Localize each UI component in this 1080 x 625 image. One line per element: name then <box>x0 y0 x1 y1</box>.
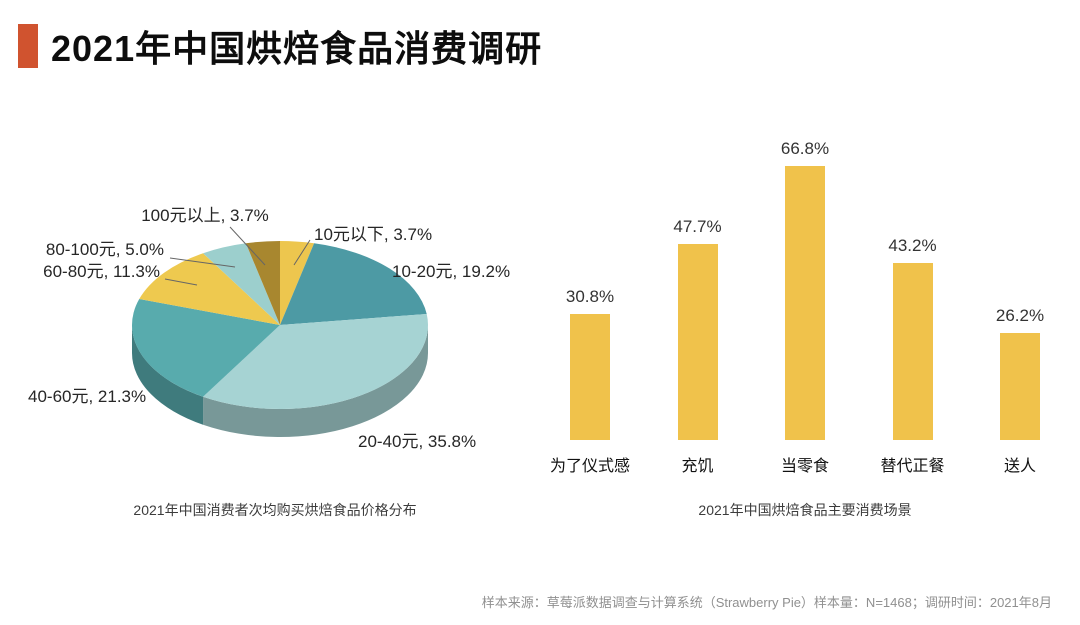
pie-chart: 10元以下, 3.7% 10-20元, 19.2% 20-40元, 35.8% 40-… <box>28 206 510 451</box>
page-title: 2021年中国烘焙食品消费调研 <box>51 28 543 69</box>
pie-label-3: 40-60元, 21.3% <box>28 387 146 406</box>
bar-column-0: 30.8% <box>545 287 635 440</box>
pie-leader-line <box>164 278 198 286</box>
pie-label-6: 100元以上, 3.7% <box>141 206 269 225</box>
bar-category-label: 当零食 <box>780 458 829 475</box>
bar-value-label: 66.8% <box>780 139 830 158</box>
pie-slice-2 <box>203 313 429 409</box>
bar-value-label: 47.7% <box>673 217 722 236</box>
bar-chart: 30.8% 47.7% 66.8% 43.2% 26.2% <box>545 130 1065 440</box>
pie-leader-line <box>293 239 311 266</box>
bar <box>785 166 825 440</box>
pie-slice-3 <box>132 299 280 397</box>
bar <box>892 263 933 440</box>
bar <box>677 244 718 440</box>
pie-chart-section: 10元以下, 3.7% 10-20元, 19.2% 20-40元, 35.8% 40-… <box>0 115 550 475</box>
pie-slice-side <box>203 325 428 438</box>
pie-slice-1 <box>280 243 427 325</box>
pie-leader-line <box>229 226 266 266</box>
bar <box>1000 333 1040 440</box>
pie-label-0: 10元以下, 3.7% <box>314 225 432 244</box>
bar-value-label: 26.2% <box>995 306 1045 325</box>
pie-slice-4 <box>139 253 280 325</box>
pie-label-5: 80-100元, 5.0% <box>46 240 164 259</box>
bar-chart-caption: 2021年中国烘焙食品主要消费场景 <box>698 502 912 518</box>
bar-column-4: 26.2% <box>975 306 1065 440</box>
header: 2021年中国烘焙食品消费调研 <box>18 20 542 72</box>
bar-category-axis: 为了仪式感 充饥 当零食 替代正餐 送人 <box>545 452 1065 476</box>
source-note: 样本来源：草莓派数据调查与计算系统（Strawberry Pie）样本量：N=1… <box>481 595 1052 610</box>
bar-column-2: 66.8% <box>760 139 850 440</box>
pie-slice-6 <box>245 241 280 325</box>
bar <box>570 314 610 440</box>
pie-label-2: 20-40元, 35.8% <box>358 432 476 451</box>
bar-value-label: 43.2% <box>888 236 937 255</box>
title-accent-bar <box>18 24 38 68</box>
pie-slice-5 <box>203 243 280 325</box>
pie-slice-side <box>132 325 204 425</box>
pie-label-1: 10-20元, 19.2% <box>392 262 510 281</box>
bar-category-label: 送人 <box>1003 458 1036 475</box>
pie-label-4: 60-80元, 11.3% <box>43 262 160 281</box>
pie-leader-line <box>169 257 236 268</box>
bar-column-1: 47.7% <box>653 217 743 440</box>
pie-chart-caption: 2021年中国消费者次均购买烘焙食品价格分布 <box>133 502 417 518</box>
bar-category-label: 充饥 <box>681 458 714 475</box>
pie-slice-0 <box>280 241 315 325</box>
bar-category-label: 为了仪式感 <box>549 458 630 475</box>
bar-column-3: 43.2% <box>868 236 958 440</box>
bar-value-label: 30.8% <box>565 287 615 306</box>
bar-category-label: 替代正餐 <box>880 458 945 475</box>
